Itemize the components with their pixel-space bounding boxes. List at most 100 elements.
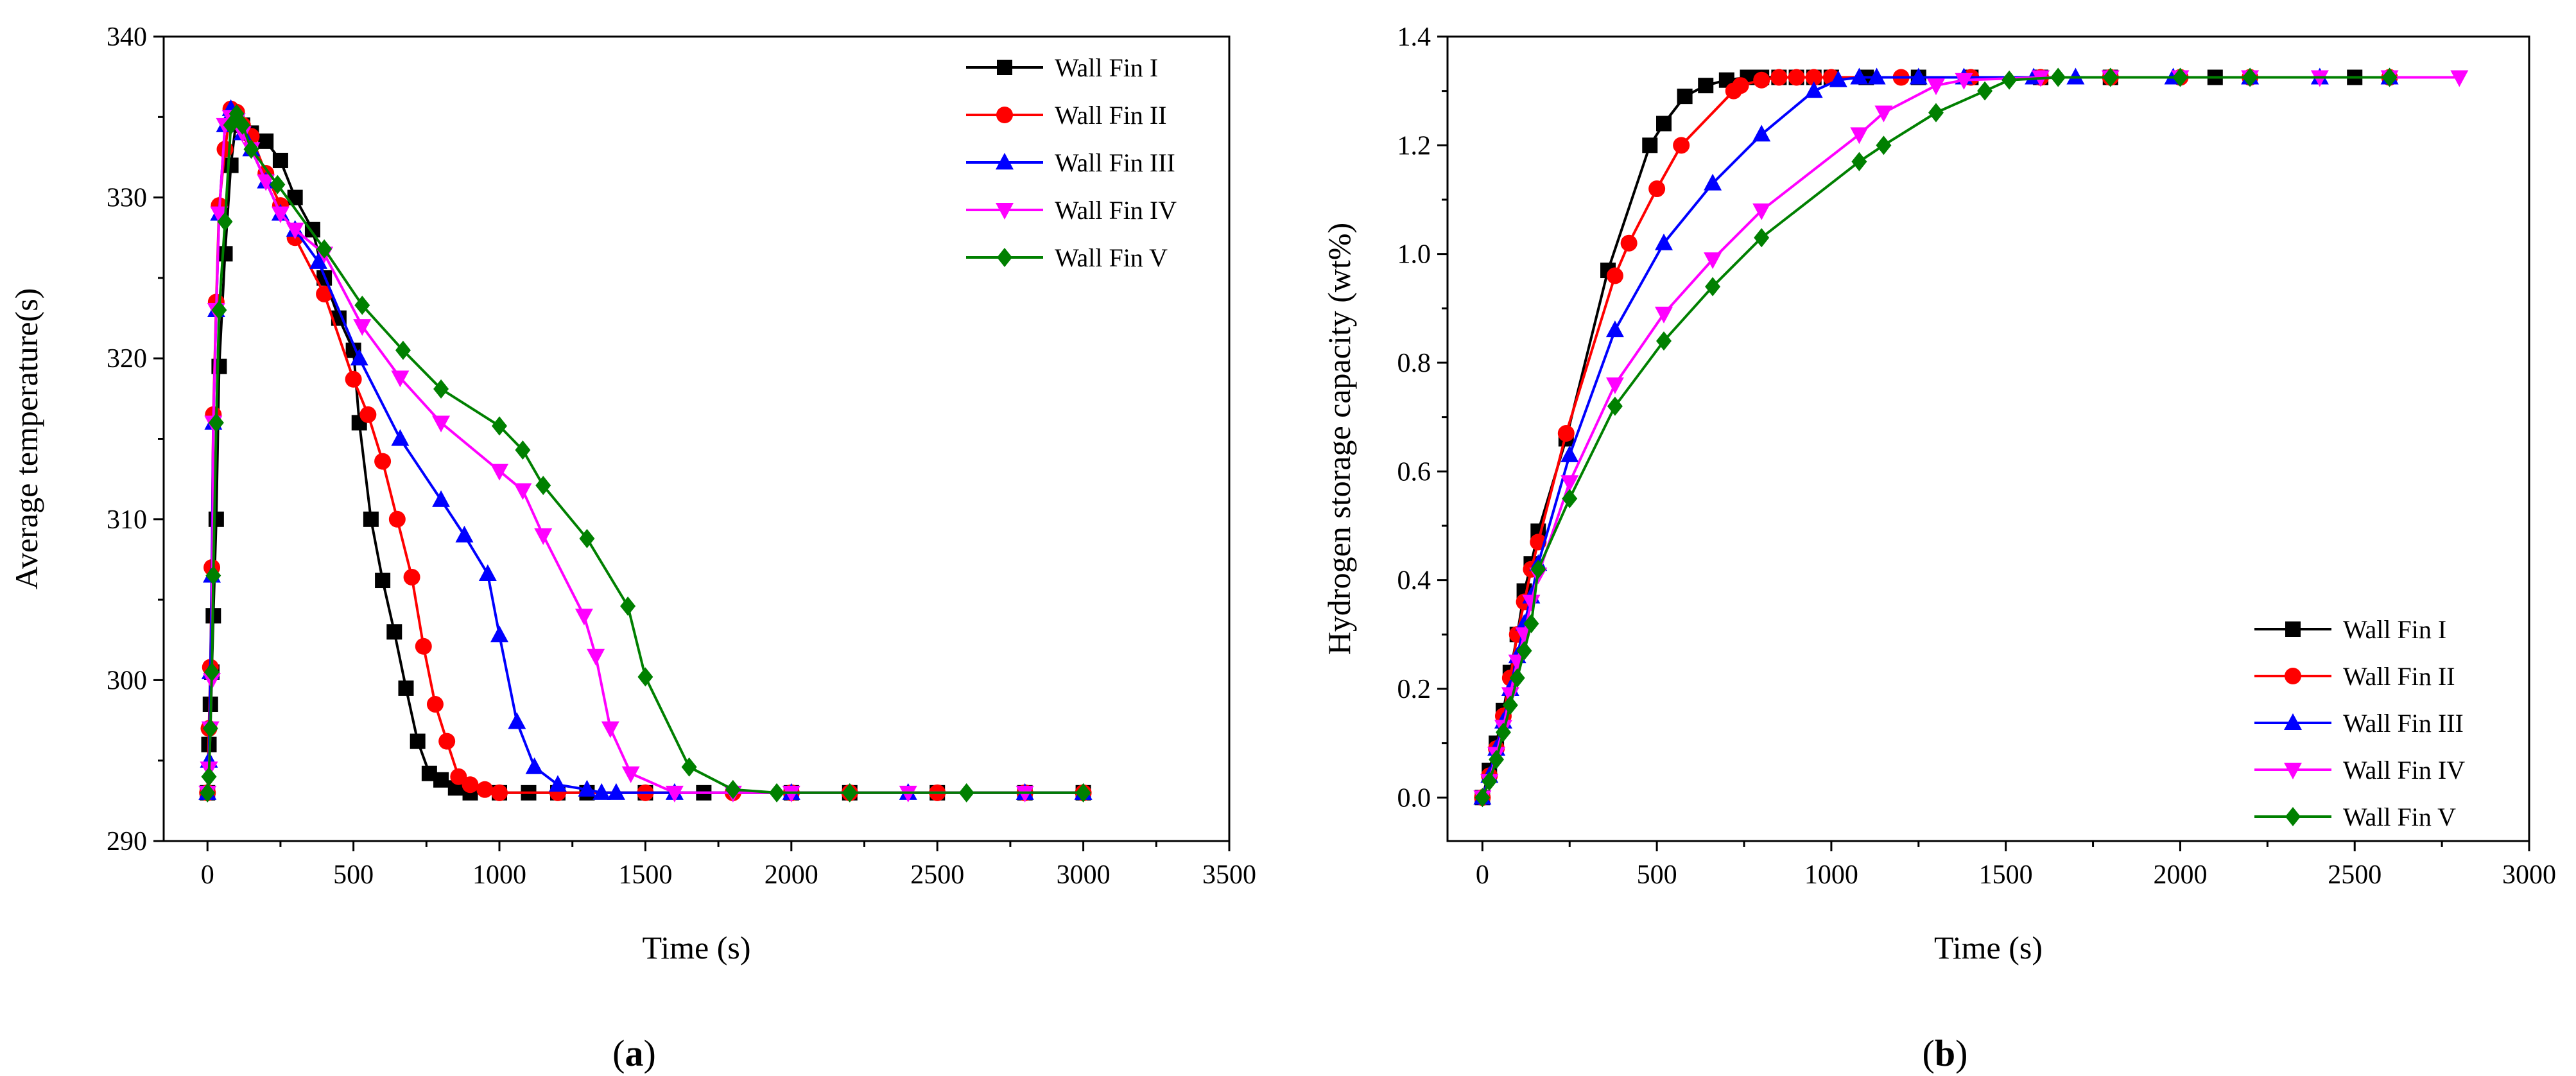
panel-a-series-1-point bbox=[386, 624, 402, 640]
panel-a-series-5-point bbox=[433, 379, 449, 399]
panel-a-series-1-point bbox=[375, 573, 391, 589]
panel-a-series-5-point bbox=[204, 662, 220, 682]
panel-b-series-5-point bbox=[2050, 67, 2066, 87]
panel-a-series-3-point bbox=[607, 783, 625, 800]
panel-a-legend-label: Wall Fin V bbox=[1055, 243, 1168, 272]
panel-a-series-5-point bbox=[769, 783, 785, 803]
panel-a-series-3-point bbox=[350, 349, 368, 366]
panel-a-legend-marker bbox=[996, 203, 1014, 220]
panel-b-series-5-point bbox=[2001, 70, 2018, 90]
panel-a-series-1-point bbox=[398, 680, 414, 696]
panel-b-series-3-point bbox=[1829, 70, 1847, 87]
panel-a-legend-label: Wall Fin I bbox=[1055, 53, 1158, 82]
panel-a-x-tick-label: 2000 bbox=[765, 860, 818, 890]
panel-b-caption-letter: b bbox=[1935, 1032, 1955, 1074]
panel-a-series-5-point bbox=[535, 476, 551, 496]
panel-a-series-1-point bbox=[410, 733, 426, 749]
panel-b-y-tick-label: 0.2 bbox=[1397, 675, 1431, 704]
panel-a-series-5-point bbox=[316, 239, 333, 259]
panel-b-y-tick-label: 0.6 bbox=[1397, 457, 1431, 487]
panel-b-chart: 0 500 1000 1500 2000 2500 3000 0.0 0.2 0.4 0.6 0.8 1… bbox=[1321, 22, 2556, 966]
panel-a-series-5-point bbox=[842, 783, 858, 803]
panel-a-series-5-point bbox=[202, 718, 218, 738]
panel-b-legend-label: Wall Fin V bbox=[2343, 803, 2456, 831]
panel-a-series-2-point bbox=[438, 733, 456, 750]
panel-b-series-3-point bbox=[1850, 67, 1869, 85]
panel-a-series-5-point bbox=[201, 767, 217, 786]
panel-a-series-2-point bbox=[359, 406, 377, 423]
panel-b-series-3-point bbox=[1867, 67, 1886, 85]
panel-b-series-2-point bbox=[1648, 180, 1666, 198]
panel-a-series-4-point bbox=[1016, 785, 1034, 803]
panel-b-series-5-point bbox=[1516, 641, 1532, 661]
panel-a-series-4-point bbox=[257, 174, 275, 191]
panel-b-series-3-point bbox=[1804, 81, 1823, 98]
panel-a-series-3-point bbox=[391, 429, 410, 446]
panel-a-series-2-point bbox=[491, 784, 508, 801]
panel-a-series-5-point bbox=[205, 566, 221, 586]
panel-b-series-5-point bbox=[1754, 228, 1770, 248]
panel-b-series-5-point bbox=[1489, 750, 1505, 770]
panel-b-series-5-point bbox=[1562, 489, 1578, 508]
panel-b-x-tick-label: 0 bbox=[1476, 860, 1489, 890]
panel-a-series-4-point bbox=[353, 319, 372, 336]
panel-a-series-2-point bbox=[450, 768, 467, 785]
panel-a-y-axis-title: Average temperature(s) bbox=[8, 288, 44, 590]
panel-b-series-2-point bbox=[1673, 137, 1690, 154]
panel-b-series-5-point bbox=[1509, 668, 1525, 688]
panel-b-series-3-point bbox=[1752, 125, 1771, 142]
panel-b-y-tick-label: 0.4 bbox=[1397, 566, 1431, 596]
panel-a-series-2-point bbox=[388, 510, 406, 528]
panel-a-series-5-point bbox=[620, 596, 636, 616]
panel-a-series-4-point bbox=[490, 464, 509, 481]
panel-a-x-tick-label: 1500 bbox=[618, 860, 672, 890]
panel-a-series-4-point bbox=[782, 785, 800, 803]
panel-a-series-4-point bbox=[286, 222, 304, 239]
panel-b-series-2-point bbox=[1753, 71, 1770, 89]
panel-a-series-3-point bbox=[592, 783, 611, 800]
panel-b-x-tick-label: 500 bbox=[1637, 860, 1677, 890]
panel-a-series-2-point bbox=[403, 569, 420, 586]
panel-a-series-5-point bbox=[395, 340, 411, 360]
panel-a-series-2-point bbox=[374, 453, 392, 470]
panel-a-series-3-point bbox=[490, 625, 509, 643]
panel-a-legend-marker bbox=[996, 153, 1014, 169]
panel-a-series-area bbox=[198, 99, 1093, 803]
panel-b-series-3-point bbox=[2066, 67, 2085, 85]
panel-a-series-3-point bbox=[525, 757, 544, 774]
panel-a-y-tick-label: 290 bbox=[107, 827, 147, 856]
panel-a-series-2-point bbox=[476, 781, 494, 798]
panel-a-x-tick-label: 0 bbox=[201, 860, 214, 890]
panel-a-series-5-point bbox=[211, 300, 227, 320]
panel-b-series-4-point bbox=[1752, 203, 1771, 220]
panel-b-legend-label: Wall Fin II bbox=[2343, 662, 2455, 691]
panel-b-y-tick-label: 0.0 bbox=[1397, 783, 1431, 813]
panel-a-x-tick-label: 3000 bbox=[1057, 860, 1111, 890]
panel-a-series-2-point bbox=[462, 776, 479, 794]
panel-a-series-5-point bbox=[208, 413, 224, 433]
panel-b-series-4-point bbox=[1926, 78, 1945, 96]
panel-a-series-4-point bbox=[271, 206, 290, 223]
panel-a-series-5-point bbox=[492, 416, 508, 436]
panel-b-y-tick-label: 1.2 bbox=[1397, 131, 1431, 161]
panel-a-caption-close: ) bbox=[644, 1032, 656, 1074]
panel-b-series-2-point bbox=[1606, 267, 1623, 284]
panel-b-series-3-point bbox=[1605, 320, 1624, 338]
panel-a-series-1-point bbox=[363, 511, 379, 527]
panel-a-legend-label: Wall Fin II bbox=[1055, 101, 1167, 130]
panel-b-series-3-point bbox=[1909, 67, 1928, 85]
panel-b-series-2-point bbox=[1732, 77, 1749, 94]
panel-b-series-2-point bbox=[1805, 69, 1822, 86]
panel-b-series-3-point bbox=[1655, 233, 1673, 250]
panel-b-x-axis-title: Time (s) bbox=[1934, 930, 2043, 966]
panel-b-x-tick-label: 1500 bbox=[1979, 860, 2033, 890]
panel-b-series-3-point bbox=[1704, 173, 1722, 191]
panel-b-y-tick-label: 1.0 bbox=[1397, 240, 1431, 270]
panel-b-series-2-point bbox=[1557, 425, 1575, 442]
panel-a-x-tick-label: 1000 bbox=[472, 860, 526, 890]
panel-b-series-5-point bbox=[1876, 135, 1892, 155]
panel-b-series-5-point bbox=[1656, 331, 1672, 351]
panel-a-series-5-point bbox=[270, 175, 286, 195]
panel-a-legend-marker bbox=[997, 248, 1012, 267]
